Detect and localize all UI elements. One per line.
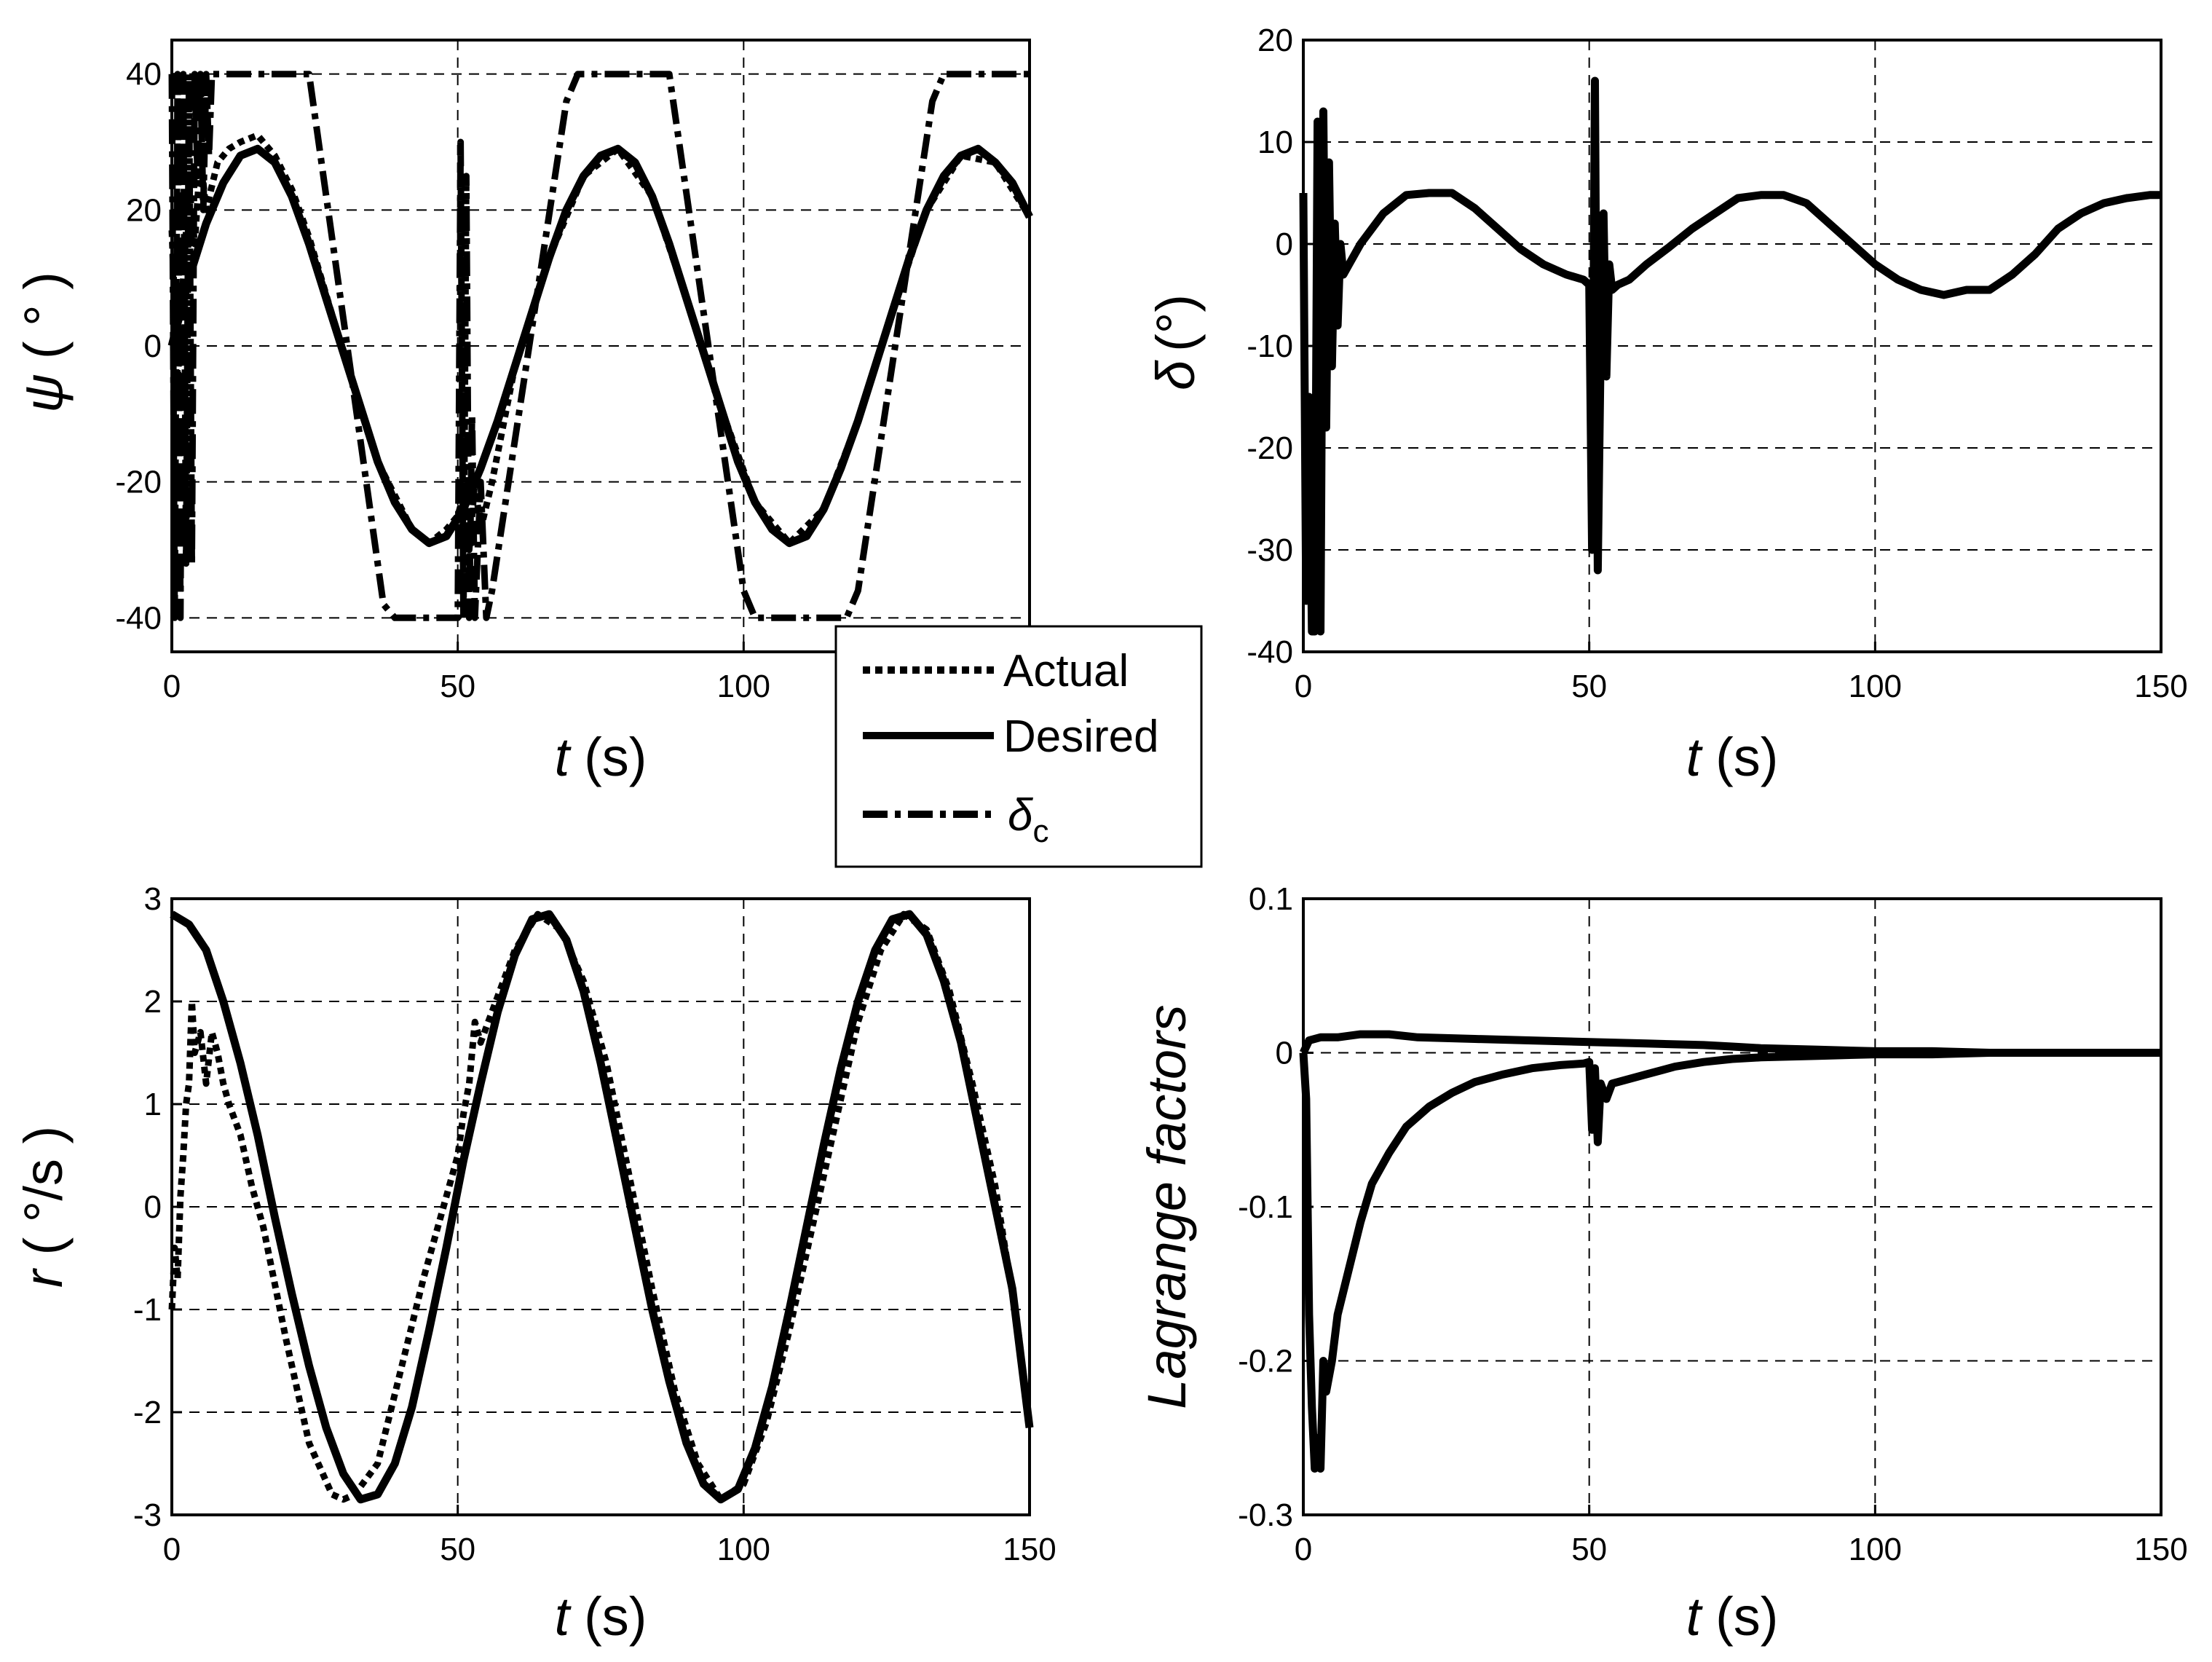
r-ytick-label: 2	[144, 984, 162, 1020]
delta-xlabel: t (s)	[1686, 727, 1779, 787]
psi-ytick-label: 0	[144, 328, 162, 364]
r-xtick-label: 50	[440, 1532, 475, 1567]
legend-deltac-subscript: c	[1032, 814, 1048, 849]
psi-xlabel-var: t	[555, 727, 572, 787]
r-xtick-label: 100	[717, 1532, 770, 1567]
psi-ytick-label: -40	[115, 600, 162, 636]
psi-series-lines	[167, 71, 1033, 621]
psi-xlabel: t (s)	[555, 727, 647, 787]
delta-xtick-label: 50	[1571, 669, 1607, 704]
psi-tick-labels: 0 50 100 -40 -20 0 20 40	[115, 57, 770, 704]
psi-xtick-label: 50	[440, 669, 475, 704]
r-xlabel-var: t	[555, 1586, 572, 1647]
psi-ytick-label: 20	[126, 192, 162, 228]
r-tick-labels: 0 50 100 150 -3 -2 -1 0 1 2 3	[133, 881, 1056, 1567]
r-ytick-label: 0	[144, 1189, 162, 1225]
legend-actual-label: Actual	[1003, 646, 1129, 696]
legend-box	[834, 625, 1203, 868]
delta-series---line	[1299, 76, 2161, 636]
legend-deltac-symbol: δ	[1008, 790, 1033, 840]
psi-ytick-label: 40	[126, 57, 162, 92]
lagrange-chart-panel: 0 50 100 150 -0.3 -0.2 -0.1 0 0.1 t (s) Lagrange …	[1137, 881, 2188, 1647]
psi-xtick-label: 0	[163, 669, 181, 704]
r-ylabel-unit: ( °/s )	[13, 1126, 74, 1256]
r-ytick-label: -2	[133, 1395, 162, 1430]
lagrange-xtick-label: 100	[1849, 1532, 1902, 1567]
r-chart-panel: 0 50 100 150 -3 -2 -1 0 1 2 3 t (s) r ( °/s )	[13, 881, 1056, 1647]
delta-ytick-label: 0	[1276, 227, 1293, 262]
lagrange-ytick-label: -0.3	[1238, 1497, 1293, 1533]
r-series-lines	[168, 910, 1034, 1504]
lagrange-xtick-label: 0	[1295, 1532, 1312, 1567]
lagrange-ylabel: Lagrange factors	[1137, 1004, 1197, 1409]
lagrange-series-factor-2-line	[1299, 1049, 2161, 1473]
legend-deltac-label: δc	[1008, 790, 1048, 849]
psi-series--c-line	[168, 71, 1030, 621]
delta-ytick-label: 20	[1257, 23, 1293, 58]
lagrange-xtick-label: 50	[1571, 1532, 1607, 1567]
delta-xtick-label: 150	[2134, 669, 2187, 704]
psi-xlabel-unit: (s)	[584, 727, 647, 787]
delta-tick-labels: 0 50 100 150 -40 -30 -20 -10 0 10 20	[1247, 23, 2187, 704]
r-xtick-label: 150	[1003, 1532, 1056, 1567]
psi-xtick-label: 100	[717, 669, 770, 704]
delta-ytick-label: 10	[1257, 125, 1293, 160]
psi-ylabel-var: ψ	[13, 374, 74, 413]
delta-series-lines	[1299, 76, 2161, 636]
lagrange-ytick-label: 0.1	[1249, 881, 1293, 917]
r-xlabel: t (s)	[555, 1586, 647, 1647]
delta-chart-panel: 0 50 100 150 -40 -30 -20 -10 0 10 20 t (s) δ (°)	[1145, 23, 2188, 787]
delta-ytick-label: -20	[1247, 430, 1293, 466]
lagrange-ytick-label: -0.1	[1238, 1189, 1293, 1225]
lagrange-xtick-label: 150	[2134, 1532, 2187, 1567]
delta-ylabel-unit: (°)	[1145, 294, 1206, 352]
psi-ytick-label: -20	[115, 465, 162, 500]
delta-ytick-label: -40	[1247, 634, 1293, 670]
r-xlabel-unit: (s)	[584, 1586, 647, 1647]
r-ylabel: r ( °/s )	[13, 1126, 74, 1288]
delta-ylabel-var: δ	[1145, 360, 1206, 390]
r-xtick-label: 0	[163, 1532, 181, 1567]
lagrange-tick-labels: 0 50 100 150 -0.3 -0.2 -0.1 0 0.1	[1238, 881, 2188, 1567]
r-ytick-label: 1	[144, 1087, 162, 1122]
lagrange-xlabel-var: t	[1686, 1586, 1704, 1647]
r-ytick-label: -3	[133, 1497, 162, 1533]
delta-xtick-label: 100	[1849, 669, 1902, 704]
lagrange-xlabel: t (s)	[1686, 1586, 1779, 1647]
delta-xlabel-unit: (s)	[1715, 727, 1778, 787]
psi-ylabel-unit: ( ° )	[13, 272, 74, 359]
r-ytick-label: 3	[144, 881, 162, 917]
r-ylabel-var: r	[13, 1267, 74, 1288]
psi-ylabel: ψ ( ° )	[13, 272, 74, 413]
lagrange-ylabel-var: Lagrange factors	[1137, 1004, 1197, 1409]
delta-ylabel: δ (°)	[1145, 294, 1206, 390]
lagrange-series-lines	[1299, 1030, 2161, 1473]
lagrange-xlabel-unit: (s)	[1715, 1586, 1778, 1647]
delta-xtick-label: 0	[1295, 669, 1312, 704]
lagrange-ytick-label: -0.2	[1238, 1344, 1293, 1379]
psi-chart-panel: 0 50 100 -40 -20 0 20 40 t (s) ψ ( ° )	[13, 39, 1033, 787]
r-series-actual-line	[168, 910, 1033, 1503]
delta-ytick-label: -30	[1247, 532, 1293, 568]
legend: Actual Desired δc	[834, 625, 1203, 868]
r-ytick-label: -1	[133, 1292, 162, 1328]
delta-xlabel-var: t	[1686, 727, 1704, 787]
lagrange-ytick-label: 0	[1276, 1036, 1293, 1071]
r-series-desired-line	[170, 910, 1034, 1504]
delta-ytick-label: -10	[1247, 328, 1293, 364]
legend-desired-label: Desired	[1003, 712, 1159, 762]
